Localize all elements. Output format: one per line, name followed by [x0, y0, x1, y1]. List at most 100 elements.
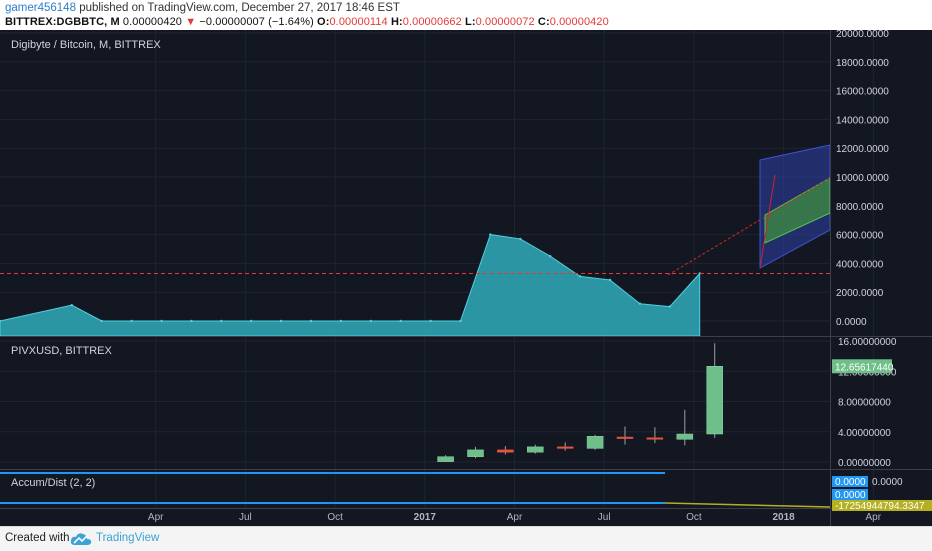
price-scale-dgbbtc[interactable]: 20000.0000 18000.0000 16000.0000 14000.0000…	[836, 30, 889, 328]
accum-dist-value-marker	[832, 489, 868, 500]
price-scale-tick-label: 10000.0000	[836, 173, 889, 184]
candle-body	[437, 456, 454, 462]
tradingview-link[interactable]: TradingView	[96, 532, 160, 544]
time-axis[interactable]: Apr Jul Oct 2017 Apr Jul Oct 2018 Apr	[148, 512, 882, 523]
dgbbtc-data-point	[220, 319, 223, 323]
chart-header: gamer456148 published on TradingView.com…	[0, 0, 932, 30]
candle-body	[497, 449, 514, 453]
dgbbtc-data-point	[369, 319, 372, 323]
time-axis-tick-label: Oct	[327, 512, 343, 523]
time-axis-tick-label: Oct	[686, 512, 702, 523]
candle-body	[467, 449, 484, 457]
ohlc-line: BITTREX:DGBBTC, M 0.00000420 ▼ −0.000000…	[5, 16, 609, 28]
price-scale-tick-label: 16000.0000	[836, 87, 889, 98]
publish-line: gamer456148 published on TradingView.com…	[5, 2, 400, 14]
time-axis-tick-label: Jul	[239, 512, 252, 523]
price-scale-tick-label: 2000.0000	[836, 288, 884, 299]
candle-body	[646, 437, 664, 440]
dgbbtc-area-series	[0, 234, 701, 336]
last-price-marker	[832, 359, 892, 374]
change-value: −0.00000007 (−1.64%)	[199, 16, 314, 28]
created-with-label: Created with	[5, 532, 70, 544]
dgbbtc-data-point	[399, 319, 402, 323]
chart-canvas[interactable]: Digibyte / Bitcoin, M, BITTREX PIVXUSD, …	[0, 30, 932, 526]
last-price: 0.00000420	[122, 16, 183, 28]
trend-projection-line	[667, 177, 831, 276]
dgbbtc-data-point	[250, 319, 253, 323]
open-label: O:	[317, 16, 330, 28]
dgbbtc-data-point	[279, 319, 283, 323]
price-scale-tick-label: 0.00000000	[838, 458, 891, 469]
time-axis-tick-label: Apr	[866, 512, 882, 523]
open-value: 0.00000114	[329, 16, 388, 28]
price-scale-tick-label: 14000.0000	[836, 115, 889, 126]
candle-body	[706, 366, 723, 435]
dgbbtc-data-point	[578, 275, 582, 278]
dgbbtc-data-point	[549, 255, 552, 258]
symbol-label: BITTREX:DGBBTC, M	[5, 16, 120, 28]
dgbbtc-data-point	[130, 319, 133, 323]
accum-dist-value-label: -17254944794.3347	[835, 501, 925, 512]
time-axis-tick-label: 2018	[772, 512, 795, 523]
close-label: C:	[537, 16, 550, 28]
dgbbtc-data-point	[459, 319, 462, 323]
price-scale-tick-label: 4.00000000	[838, 428, 891, 439]
candle-pane[interactable]: PIVXUSD, BITTREX	[11, 343, 723, 462]
price-scale-pivxusd[interactable]: 16.0000000012.000000008.000000004.000000…	[832, 337, 897, 469]
dgbbtc-data-point	[339, 319, 343, 323]
price-scale-tick-label: 8.00000000	[838, 398, 891, 409]
dgbbtc-data-point	[608, 278, 612, 282]
accum-dist-projection	[664, 502, 831, 508]
price-scale-tick-label: 4000.0000	[836, 259, 884, 270]
pane-title-accum-dist: Accum/Dist (2, 2)	[11, 477, 95, 489]
dgbbtc-data-point	[70, 303, 74, 307]
price-scale-tick-label: 0.0000	[872, 477, 903, 488]
time-axis-tick-label: Apr	[507, 512, 523, 523]
dgbbtc-data-point	[638, 302, 642, 305]
high-value: 0.00000662	[402, 16, 462, 28]
dgbbtc-data-point	[0, 319, 2, 323]
dgbbtc-data-point	[190, 319, 193, 323]
author-link[interactable]: gamer456148	[5, 2, 76, 14]
accum-dist-value-marker	[832, 500, 932, 511]
dgbbtc-data-point	[668, 305, 671, 308]
dgbbtc-data-point	[519, 237, 522, 241]
price-pane[interactable]: Digibyte / Bitcoin, M, BITTREX	[0, 39, 831, 336]
tradingview-cloud-icon[interactable]	[70, 532, 92, 546]
time-axis-tick-label: Apr	[148, 512, 164, 523]
publish-info: published on TradingView.com, December 2…	[79, 2, 400, 14]
parallel-channel-drawing[interactable]	[667, 144, 831, 276]
price-scale-accum-dist[interactable]: 0.00000.00000.0000-17254944794.3347	[832, 476, 932, 512]
dgbbtc-data-point	[429, 319, 432, 323]
grid-lines	[0, 30, 874, 508]
price-scale-tick-label: 0.0000	[836, 317, 867, 328]
dgbbtc-data-point	[160, 319, 163, 323]
close-value: 0.00000420	[549, 16, 609, 28]
time-axis-tick-label: 2017	[414, 512, 437, 523]
low-value: 0.00000072	[475, 16, 535, 28]
projection-edge-line	[759, 174, 776, 269]
footer-bar: Created with TradingView	[0, 526, 932, 551]
accum-dist-value-label: 0.0000	[835, 490, 866, 501]
accum-dist-pane[interactable]: Accum/Dist (2, 2)	[0, 472, 831, 508]
price-scale-tick-label: 18000.0000	[836, 58, 889, 69]
accum-dist-value-marker	[832, 476, 868, 487]
chart-background	[0, 30, 932, 526]
dgbbtc-data-point	[100, 319, 103, 323]
candle-body	[676, 433, 694, 440]
candle-body	[527, 446, 544, 453]
dgbbtc-data-point	[309, 319, 313, 323]
price-scale-tick-label: 16.00000000	[838, 337, 897, 348]
change-arrow-icon: ▼	[185, 16, 197, 28]
last-price-label: 12.65617440	[835, 362, 894, 373]
accum-dist-value-label: 0.0000	[835, 477, 866, 488]
high-label: H:	[390, 16, 403, 28]
price-scale-tick-label: 20000.0000	[836, 30, 889, 40]
candle-body	[556, 446, 574, 449]
price-scale-tick-label: 8000.0000	[836, 202, 884, 213]
time-axis-tick-label: Jul	[598, 512, 611, 523]
pane-title-dgbbtc: Digibyte / Bitcoin, M, BITTREX	[11, 39, 161, 51]
price-scale-tick-label: 12000.0000	[836, 144, 889, 155]
candle-body	[586, 436, 604, 449]
candle-body	[616, 436, 634, 439]
